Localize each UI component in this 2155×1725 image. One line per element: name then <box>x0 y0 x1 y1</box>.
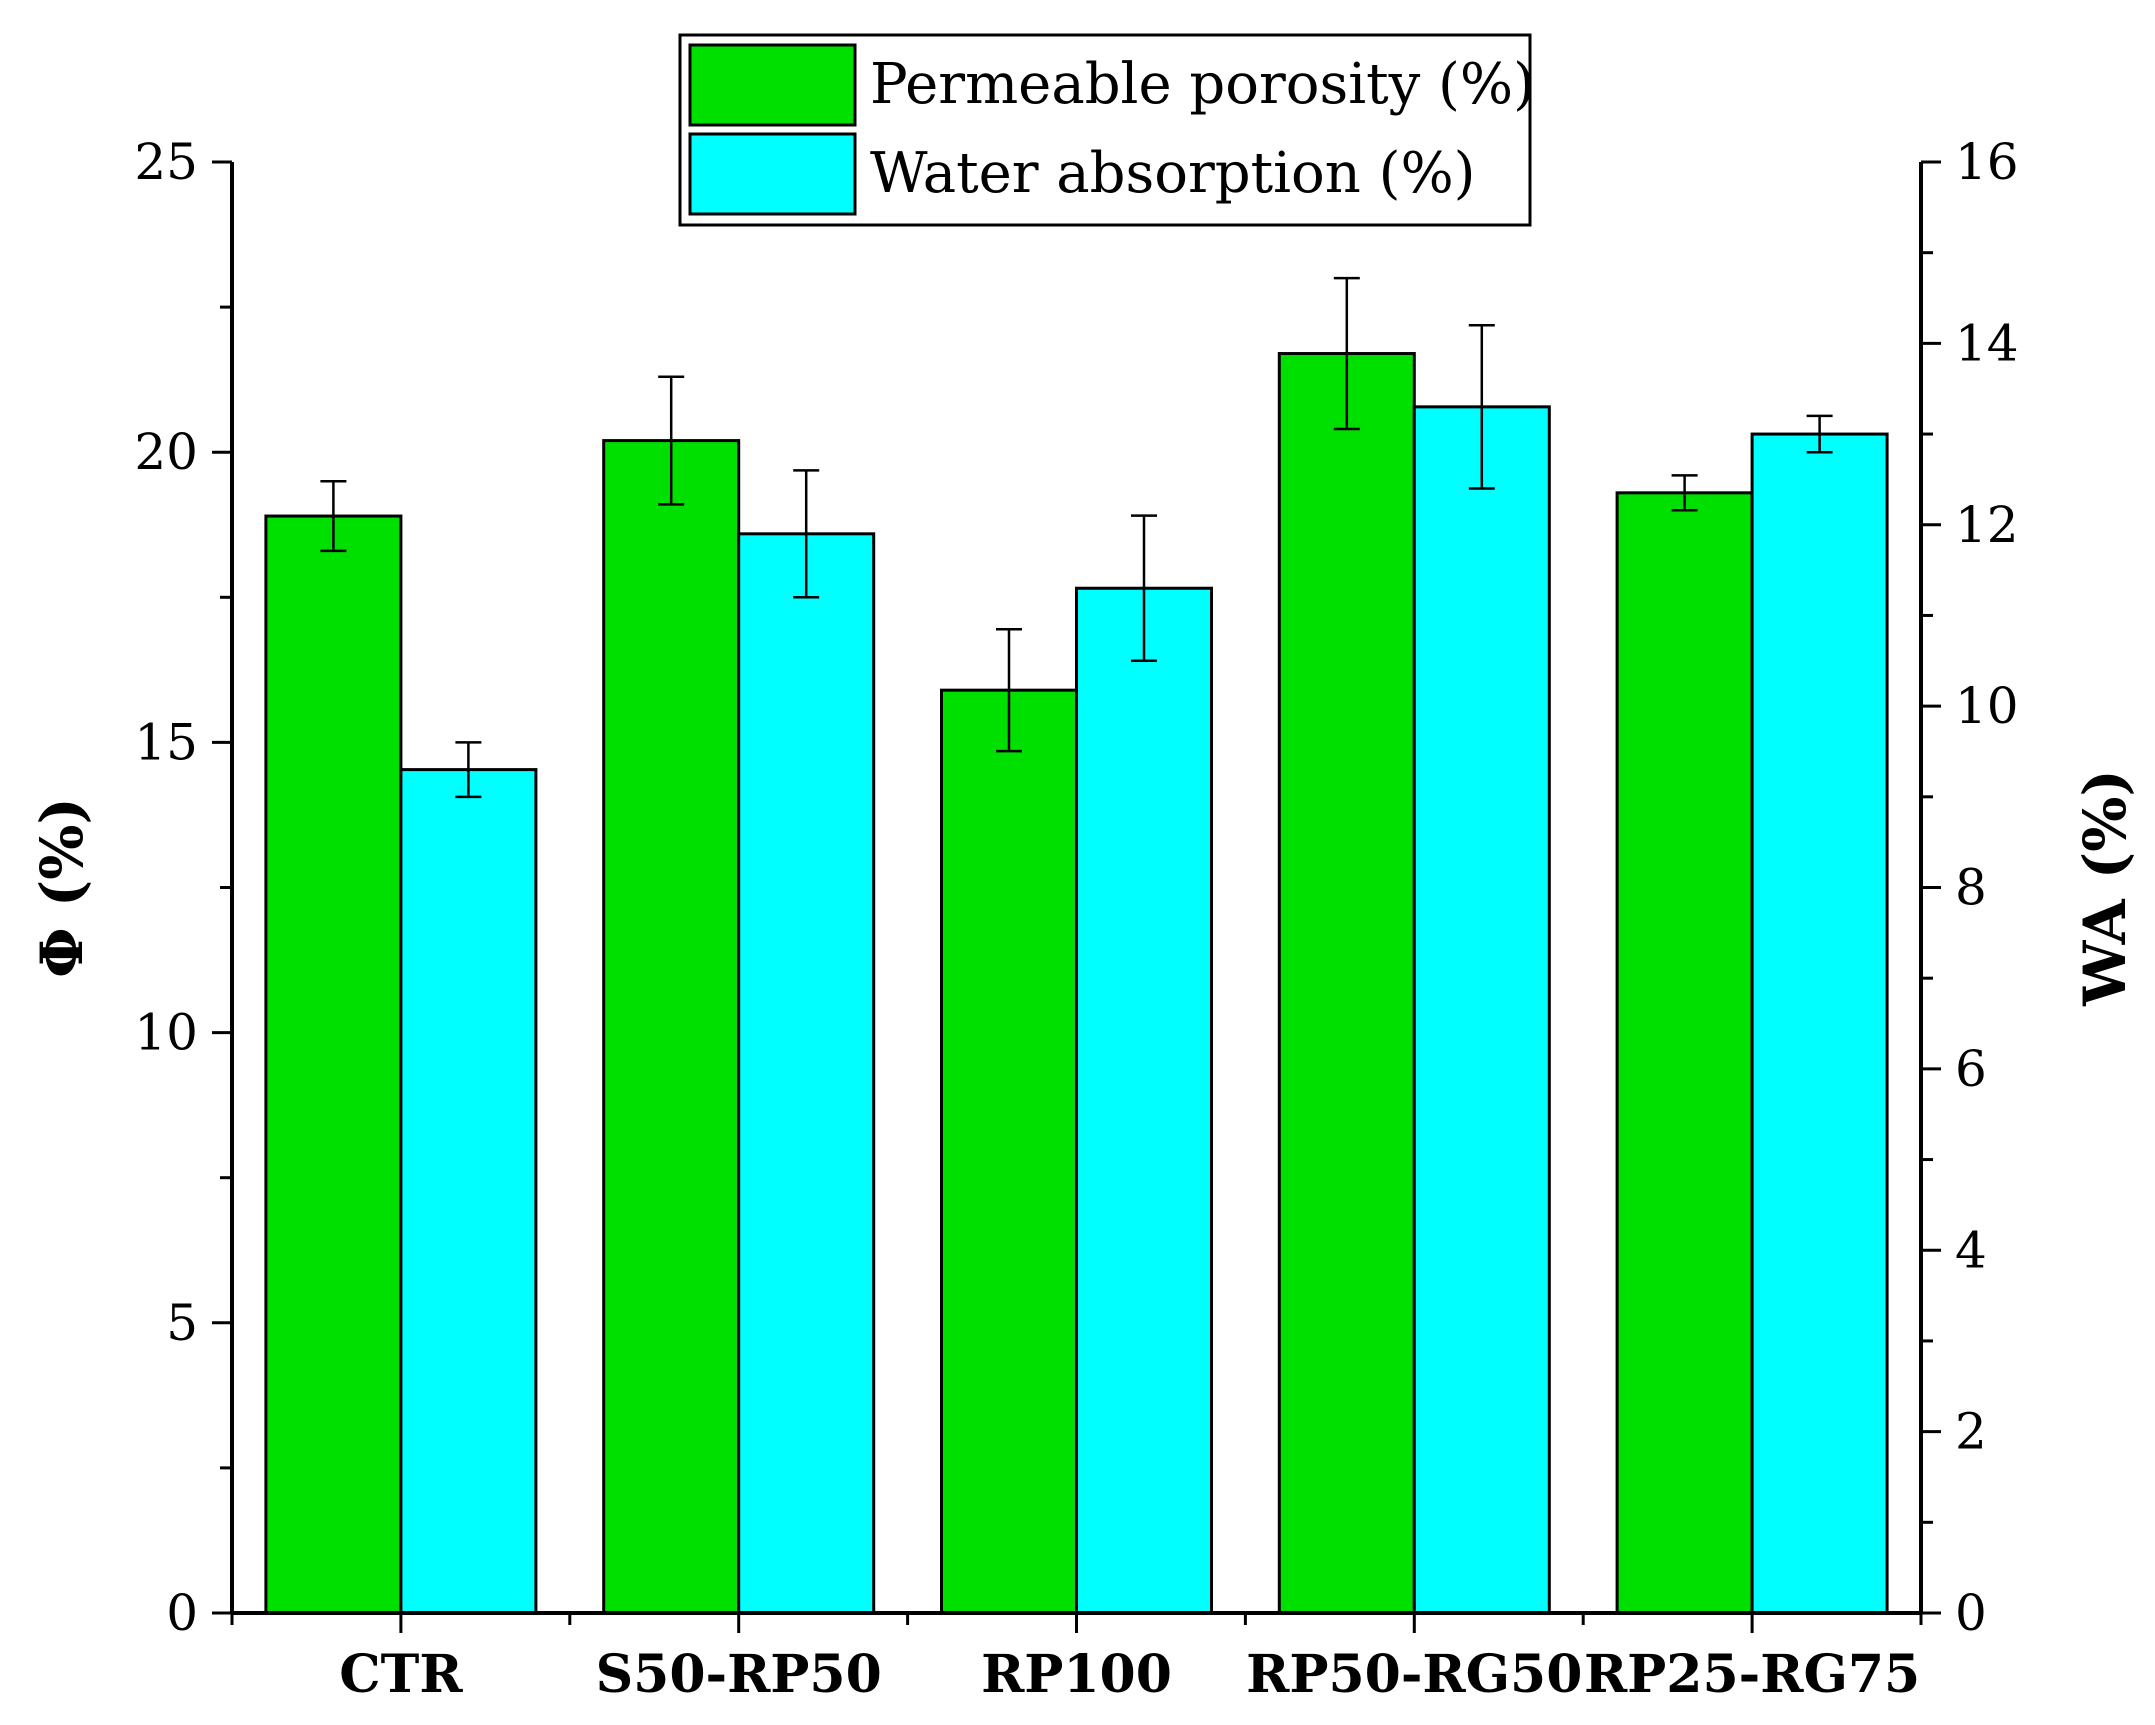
error-bars-layer <box>320 276 1833 799</box>
right-tick-label-10: 10 <box>1955 677 2019 735</box>
legend-swatch-porosity <box>688 43 857 127</box>
left-tick-label-10: 10 <box>134 1004 198 1062</box>
bar-absorption-rp100 <box>1075 586 1213 1615</box>
category-label-rp50-rg50: RP50-RG50 <box>1246 1644 1582 1705</box>
bar-absorption-s50-rp50 <box>737 532 876 1615</box>
right-tick-label-2: 2 <box>1955 1403 1987 1461</box>
bar-porosity-rp100 <box>940 688 1078 1615</box>
labels-layer: 0 5 10 15 20 25 0 2 4 6 8 10 12 14 16 CTR S50-RP50 RP100 R… <box>28 133 2139 1705</box>
category-label-s50-rp50: S50-RP50 <box>596 1644 882 1705</box>
left-tick-label-20: 20 <box>134 423 198 481</box>
bar-absorption-rp50-rg50 <box>1412 405 1551 1615</box>
right-tick-label-14: 14 <box>1955 314 2019 372</box>
right-tick-label-12: 12 <box>1955 496 2019 554</box>
bar-absorption-rp25-rg75 <box>1750 432 1889 1615</box>
left-tick-label-15: 15 <box>134 713 198 771</box>
y-axis-right-title: WA (%) <box>2071 769 2139 1007</box>
axes-layer <box>212 160 1941 1633</box>
legend: Permeable porosity (%) Water absorption (… <box>678 33 1535 227</box>
legend-label-porosity: Permeable porosity (%) <box>870 52 1535 117</box>
category-label-ctr: CTR <box>339 1644 463 1705</box>
bar-absorption-ctr <box>399 768 538 1615</box>
right-tick-label-6: 6 <box>1955 1040 1987 1098</box>
y-axis-left-title: Φ (%) <box>28 797 96 978</box>
right-tick-label-4: 4 <box>1955 1221 1987 1279</box>
bar-porosity-s50-rp50 <box>602 439 741 1615</box>
bars-layer <box>264 352 1889 1615</box>
right-tick-label-0: 0 <box>1955 1584 1987 1642</box>
legend-swatch-absorption <box>688 132 857 216</box>
right-tick-label-16: 16 <box>1955 133 2019 191</box>
left-tick-label-0: 0 <box>166 1584 198 1642</box>
right-tick-label-8: 8 <box>1955 859 1987 917</box>
bar-porosity-rp50-rg50 <box>1277 352 1416 1615</box>
left-tick-label-5: 5 <box>166 1294 198 1352</box>
bar-porosity-ctr <box>264 514 403 1615</box>
bar-porosity-rp25-rg75 <box>1615 491 1754 1615</box>
category-label-rp100: RP100 <box>981 1644 1172 1705</box>
legend-label-absorption: Water absorption (%) <box>870 141 1476 206</box>
left-tick-label-25: 25 <box>134 133 198 191</box>
category-label-rp25-rg75: RP25-RG75 <box>1584 1644 1920 1705</box>
